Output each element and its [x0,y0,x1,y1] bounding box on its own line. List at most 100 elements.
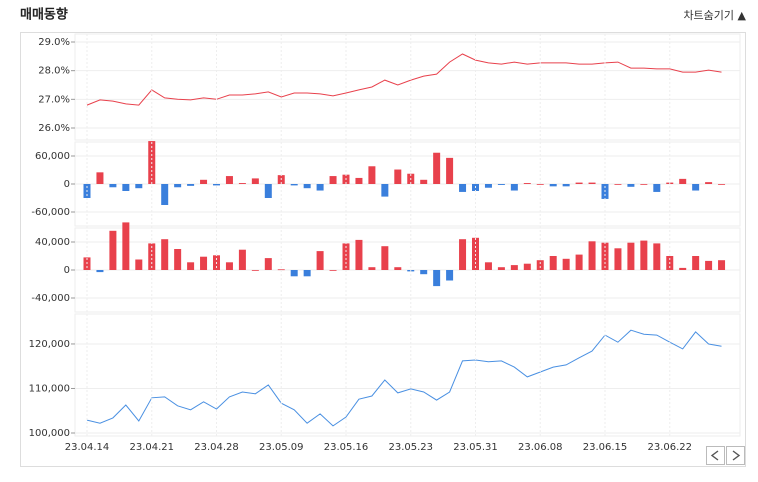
bar [459,239,467,270]
bar [562,258,570,270]
bar [679,178,687,184]
y-tick-label: -60,000 [31,207,70,218]
bar [290,184,298,186]
bar [329,176,337,184]
bar [394,267,402,270]
bar [484,184,492,188]
bar [420,270,428,275]
bar [627,184,635,187]
bar [135,184,143,189]
bar [549,256,557,270]
panel-frame [74,313,741,437]
bar [446,157,454,184]
y-tick-label: 40,000 [35,237,70,248]
y-tick-label: 28.0% [38,66,70,77]
bar [238,183,246,184]
bar [394,169,402,184]
x-tick-label: 23.05.31 [453,442,498,453]
bar [627,242,635,270]
bar [575,254,583,270]
bar [679,267,687,270]
bar [277,269,285,271]
y-tick-label: -40,000 [31,293,70,304]
bar [225,176,233,184]
bar [588,241,596,270]
bar [562,184,570,187]
bar [355,177,363,184]
bar [497,184,505,185]
bar [692,256,700,270]
bar [355,239,363,270]
bar [251,178,259,184]
bar [161,184,169,205]
bar [523,263,531,270]
bar [575,182,583,184]
nav-prev[interactable] [706,446,725,465]
bar [705,260,713,270]
bar [264,184,272,198]
bar [303,270,311,277]
bar [381,246,389,270]
y-tick-label: 0 [64,179,70,190]
x-tick-label: 23.04.21 [129,442,174,453]
bar [109,230,117,270]
bar [510,265,518,270]
y-tick-label: 60,000 [35,151,70,162]
bar [316,184,324,191]
y-tick-label: 110,000 [29,383,70,394]
bar [446,270,454,281]
bar [523,183,531,184]
bar [96,270,104,273]
bar [640,184,648,185]
nav-next[interactable] [726,446,745,465]
x-tick-label: 23.06.22 [647,442,692,453]
bar [472,237,479,270]
bar [342,243,350,270]
y-tick-label: 100,000 [29,428,70,439]
y-tick-label: 120,000 [29,339,70,350]
bar [200,256,208,270]
bar [368,166,376,184]
bar [187,262,195,270]
line [86,53,722,106]
bar [174,249,182,270]
bar [329,270,337,271]
bar [109,184,117,188]
bar [497,267,505,270]
y-tick-label: 0 [64,265,70,276]
bar [148,243,156,270]
bar [368,267,376,270]
bar [122,184,130,191]
bar [588,182,596,184]
bar [601,242,609,270]
y-tick-label: 29.0% [38,37,70,48]
bar [705,182,713,184]
bar [718,184,726,185]
toggle-button[interactable]: 차트숨기기 ▲ [683,9,746,22]
bar [251,270,259,271]
bar [484,262,492,270]
bar [200,179,208,184]
bar [536,184,544,185]
bar [614,248,622,270]
bar [692,184,700,191]
bar [536,260,544,270]
bar [459,184,467,192]
y-tick-label: 26.0% [38,123,70,134]
x-tick-label: 23.04.28 [194,442,239,453]
bar [174,184,182,188]
bar [718,260,726,270]
panel-frame [74,33,741,141]
bar [614,184,622,185]
x-tick-label: 23.05.23 [388,442,433,453]
bar [316,251,324,270]
bar [213,184,220,186]
bar [653,243,661,270]
bar [653,184,661,192]
line [86,329,722,427]
bar [381,184,389,197]
bar [433,152,441,184]
x-tick-label: 23.05.16 [324,442,369,453]
bar [264,258,272,270]
